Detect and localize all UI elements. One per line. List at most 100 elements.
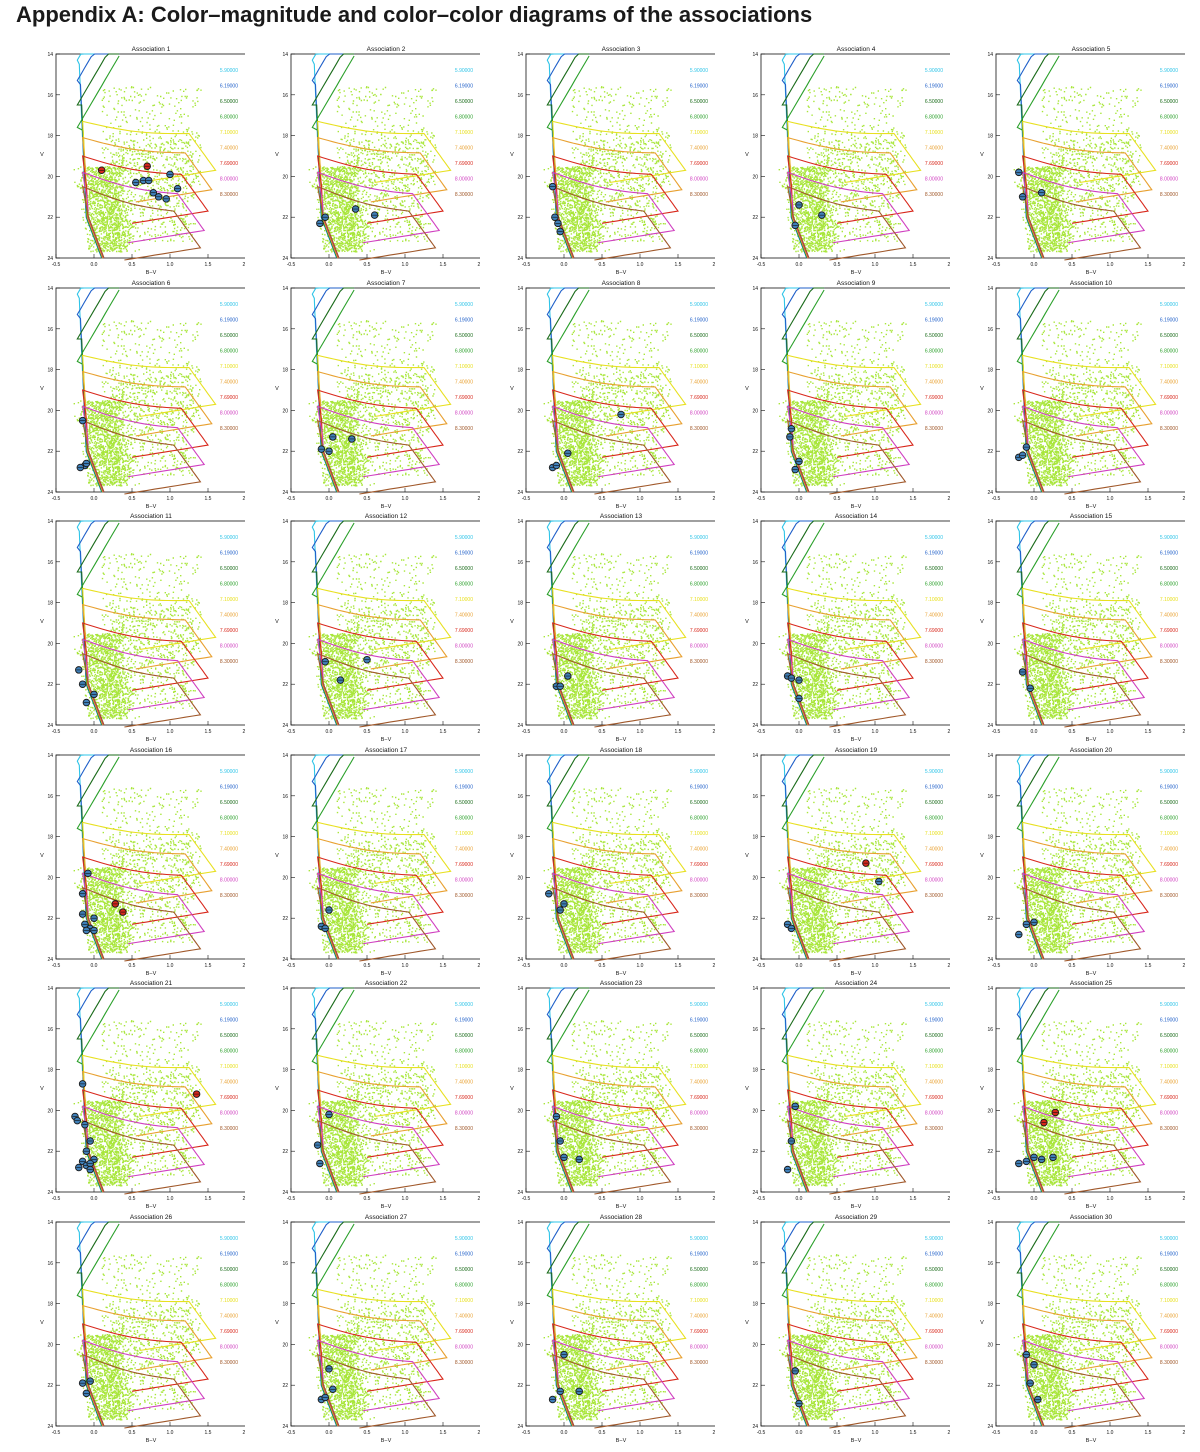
x-tick-label: 0.0 xyxy=(91,963,98,969)
y-tick-label: 16 xyxy=(47,1260,53,1266)
y-tick-label: 22 xyxy=(987,1383,993,1389)
x-tick-label: 1.5 xyxy=(440,963,447,969)
legend-label-8.30000: 8.30000 xyxy=(925,1126,943,1132)
y-tick-label: 16 xyxy=(987,326,993,332)
y-tick-label: 14 xyxy=(752,986,758,992)
isochrone-8.30000 xyxy=(81,185,202,261)
cmd-panel-3: Association 3 5.90000 6.19000 6.50000 6.8000… xyxy=(510,46,715,276)
y-tick-label: 22 xyxy=(47,1383,53,1389)
isochrone-8.30000 xyxy=(551,652,672,728)
y-tick-label: 16 xyxy=(47,326,53,332)
page-title: Appendix A: Color–magnitude and color–co… xyxy=(16,2,813,27)
member-star xyxy=(1040,1118,1048,1127)
panel-title: Association 19 xyxy=(835,747,878,754)
legend-label-7.69000: 7.69000 xyxy=(1160,628,1178,634)
x-tick-label: 1.5 xyxy=(440,729,447,735)
panel-title: Association 4 xyxy=(837,46,876,53)
y-tick-label: 22 xyxy=(47,682,53,688)
legend-label-7.40000: 7.40000 xyxy=(1160,146,1178,152)
x-tick-label: 0.5 xyxy=(599,1196,606,1202)
legend-label-8.30000: 8.30000 xyxy=(925,893,943,899)
x-tick-label: 0.0 xyxy=(1031,729,1038,735)
y-tick-label: 16 xyxy=(752,93,758,99)
legend-label-6.80000: 6.80000 xyxy=(690,115,708,121)
x-tick-label: -0.5 xyxy=(757,1430,766,1436)
x-tick-label: 2.0 xyxy=(713,1196,715,1202)
isochrone-8.30000 xyxy=(316,1353,437,1429)
legend-label-7.40000: 7.40000 xyxy=(925,846,943,852)
y-tick-label: 22 xyxy=(47,916,53,922)
y-axis-label: V xyxy=(745,386,749,392)
legend-label-6.50000: 6.50000 xyxy=(1160,99,1178,105)
legend-label-7.10000: 7.10000 xyxy=(925,1064,943,1070)
y-tick-label: 24 xyxy=(517,1190,523,1196)
legend-label-8.30000: 8.30000 xyxy=(220,192,238,198)
legend-label-7.69000: 7.69000 xyxy=(925,862,943,868)
y-tick-label: 14 xyxy=(517,753,523,759)
cmd-panel-12: Association 12 5.90000 6.19000 6.50000 6.800… xyxy=(275,513,480,743)
y-axis-label: V xyxy=(745,152,749,158)
member-star xyxy=(818,211,826,219)
y-tick-label: 14 xyxy=(47,753,53,759)
member-star xyxy=(787,1137,796,1145)
legend-label-7.10000: 7.10000 xyxy=(690,597,708,603)
x-tick-label: 2.0 xyxy=(243,496,245,502)
legend-label-6.50000: 6.50000 xyxy=(455,566,473,572)
y-tick-label: 16 xyxy=(282,1027,288,1033)
member-star xyxy=(166,170,174,179)
x-tick-label: 0.5 xyxy=(834,1196,841,1202)
y-tick-label: 20 xyxy=(752,641,758,647)
legend-label-6.50000: 6.50000 xyxy=(455,1267,473,1273)
y-tick-label: 14 xyxy=(282,286,288,292)
x-tick-label: 1.5 xyxy=(675,963,682,969)
y-tick-label: 14 xyxy=(47,1220,53,1226)
x-tick-label: 1.0 xyxy=(167,262,174,268)
legend-label-7.40000: 7.40000 xyxy=(925,1080,943,1086)
member-star xyxy=(795,676,803,684)
x-tick-label: -0.5 xyxy=(287,729,296,735)
y-tick-label: 18 xyxy=(47,834,53,840)
legend-label-5.90000: 5.90000 xyxy=(690,769,708,775)
legend-label-6.19000: 6.19000 xyxy=(455,1018,473,1024)
y-tick-label: 18 xyxy=(282,367,288,373)
member-star xyxy=(1051,1108,1060,1117)
x-axis-label: B−V xyxy=(1086,270,1097,276)
member-star xyxy=(78,416,87,424)
legend-label-6.19000: 6.19000 xyxy=(220,317,238,323)
x-tick-label: 1.0 xyxy=(637,1196,644,1202)
member-star xyxy=(1026,684,1034,693)
member-star xyxy=(82,926,91,934)
legend-label-6.19000: 6.19000 xyxy=(925,784,943,790)
y-tick-label: 18 xyxy=(752,1301,758,1307)
member-star xyxy=(564,672,572,680)
member-star xyxy=(348,434,356,443)
x-tick-label: -0.5 xyxy=(992,1196,1001,1202)
y-tick-label: 16 xyxy=(752,793,758,799)
y-tick-label: 18 xyxy=(282,1301,288,1307)
member-star xyxy=(791,221,799,230)
legend-label-6.19000: 6.19000 xyxy=(690,1018,708,1024)
legend-label-6.50000: 6.50000 xyxy=(220,99,238,105)
legend-label-6.50000: 6.50000 xyxy=(690,566,708,572)
y-tick-label: 24 xyxy=(282,256,288,262)
y-tick-label: 24 xyxy=(47,957,53,963)
legend-label-5.90000: 5.90000 xyxy=(1160,1236,1178,1242)
legend-label-7.10000: 7.10000 xyxy=(925,130,943,136)
legend-label-7.10000: 7.10000 xyxy=(455,1298,473,1304)
x-tick-label: 0.5 xyxy=(129,496,136,502)
y-axis-label: V xyxy=(275,386,279,392)
y-tick-label: 16 xyxy=(987,793,993,799)
x-axis-label: B−V xyxy=(851,1204,862,1210)
y-tick-label: 24 xyxy=(752,723,758,729)
member-star xyxy=(325,1364,333,1373)
y-tick-label: 18 xyxy=(987,367,993,373)
panel-title: Association 3 xyxy=(602,46,641,53)
y-tick-label: 24 xyxy=(517,723,523,729)
panel-title: Association 14 xyxy=(835,513,878,520)
y-tick-label: 14 xyxy=(987,519,993,525)
legend-label-7.10000: 7.10000 xyxy=(925,1298,943,1304)
member-star xyxy=(791,1366,799,1375)
cmd-panel-9: Association 9 5.90000 6.19000 6.50000 6.8000… xyxy=(745,280,950,510)
x-axis-label: B−V xyxy=(616,504,627,510)
x-axis-label: B−V xyxy=(381,737,392,743)
